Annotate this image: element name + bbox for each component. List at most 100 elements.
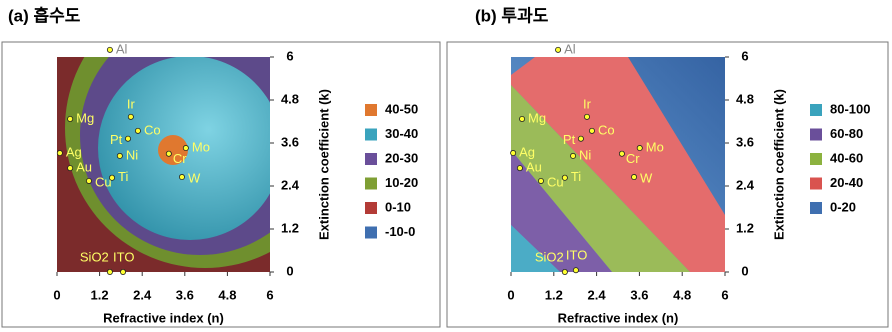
point-label: Ir: [127, 96, 136, 111]
y-tick-label: 6: [741, 48, 748, 63]
point-label: Cu: [547, 174, 564, 189]
data-point: [570, 152, 577, 159]
point-label: Ag: [519, 144, 535, 159]
data-point: [583, 113, 590, 120]
point-label: Al: [564, 41, 576, 56]
chart-title: (b) 투과도: [475, 6, 549, 25]
x-tick-label: 3.6: [176, 287, 194, 302]
point-label: Au: [76, 160, 92, 175]
point-label: W: [640, 170, 653, 185]
legend-swatch: [365, 128, 377, 141]
data-point: [67, 115, 74, 122]
legend-label: 0-10: [385, 199, 411, 214]
x-tick-label: 6: [266, 287, 273, 302]
y-tick-label: 2.4: [736, 177, 755, 192]
data-point: [120, 268, 127, 275]
x-tick-label: 1.2: [545, 287, 563, 302]
point-label: Au: [526, 160, 542, 175]
point-label: Mo: [192, 139, 210, 154]
contour-b: [511, 57, 725, 272]
legend-label: 40-60: [830, 150, 863, 165]
data-point: [618, 150, 625, 157]
data-point: [519, 115, 526, 122]
x-tick-label: 1.2: [91, 287, 109, 302]
legend-label: 30-40: [385, 126, 418, 141]
point-label: Ag: [66, 144, 82, 159]
x-tick-label: 3.6: [630, 287, 648, 302]
point-label: Mg: [76, 110, 94, 125]
data-point: [67, 165, 74, 172]
point-label: ITO: [566, 248, 587, 263]
y-tick-label: 4.8: [736, 91, 754, 106]
point-label: Al: [116, 41, 128, 56]
point-label: Ni: [126, 147, 138, 162]
point-label: Mo: [646, 139, 664, 154]
point-label: Pt: [563, 132, 576, 147]
point-label: Cr: [626, 151, 640, 166]
region: [511, 150, 612, 272]
data-point: [510, 150, 517, 157]
point-label: Ti: [118, 169, 128, 184]
legend-swatch: [810, 104, 822, 116]
legend-label: -10-0: [385, 224, 415, 239]
legend-swatch: [810, 153, 822, 165]
legend-swatch: [365, 153, 377, 165]
data-point: [134, 127, 141, 134]
x-tick-label: 0: [53, 287, 60, 302]
x-axis-label: Refractive index (n): [558, 310, 679, 325]
x-tick-label: 2.4: [133, 287, 152, 302]
x-tick-label: 4.8: [673, 287, 691, 302]
point-label: Co: [144, 122, 161, 137]
y-tick-label: 0: [286, 263, 293, 278]
point-label: ITO: [113, 249, 134, 264]
point-label: Pt: [110, 132, 123, 147]
data-point: [555, 46, 562, 53]
y-axis-label: Extinction coefficient (k): [316, 89, 331, 240]
x-tick-label: 2.4: [588, 287, 607, 302]
legend-label: 60-80: [830, 126, 863, 141]
point-label: Ni: [579, 147, 591, 162]
y-tick-label: 3.6: [736, 134, 754, 149]
y-tick-label: 1.2: [736, 220, 754, 235]
legend-label: 40-50: [385, 101, 418, 116]
x-tick-label: 4.8: [218, 287, 236, 302]
point-label: Cr: [173, 151, 187, 166]
legend-swatch: [365, 177, 377, 190]
data-point: [631, 174, 638, 181]
point-label: Ir: [583, 96, 592, 111]
data-point: [165, 150, 172, 157]
region: [158, 135, 188, 165]
data-point: [106, 46, 113, 53]
legend-label: 20-40: [830, 175, 863, 190]
legend-label: 20-30: [385, 150, 418, 165]
legend-swatch: [810, 202, 822, 214]
point-label: Ti: [571, 169, 581, 184]
point-label: Co: [598, 122, 615, 137]
legend-swatch: [810, 128, 822, 141]
y-tick-label: 0: [741, 263, 748, 278]
legend-swatch: [365, 226, 377, 239]
data-point: [561, 174, 568, 181]
data-point: [127, 113, 134, 120]
x-tick-label: 6: [721, 287, 728, 302]
data-point: [516, 165, 523, 172]
legend-swatch: [365, 202, 377, 214]
data-point: [182, 145, 189, 152]
data-point: [109, 174, 116, 181]
data-point: [178, 174, 185, 181]
point-label: W: [188, 170, 201, 185]
y-tick-label: 2.4: [281, 177, 300, 192]
contour-a: [57, 57, 270, 272]
chart-title: (a) 흡수도: [8, 5, 81, 25]
region: [511, 57, 725, 272]
legend-swatch: [365, 104, 377, 116]
data-point: [116, 152, 123, 159]
data-point: [636, 145, 643, 152]
y-tick-label: 1.2: [281, 220, 299, 235]
y-tick-label: 6: [286, 48, 293, 63]
y-tick-label: 4.8: [281, 91, 299, 106]
region: [511, 225, 560, 272]
data-point: [537, 177, 544, 184]
legend-swatch: [810, 177, 822, 190]
